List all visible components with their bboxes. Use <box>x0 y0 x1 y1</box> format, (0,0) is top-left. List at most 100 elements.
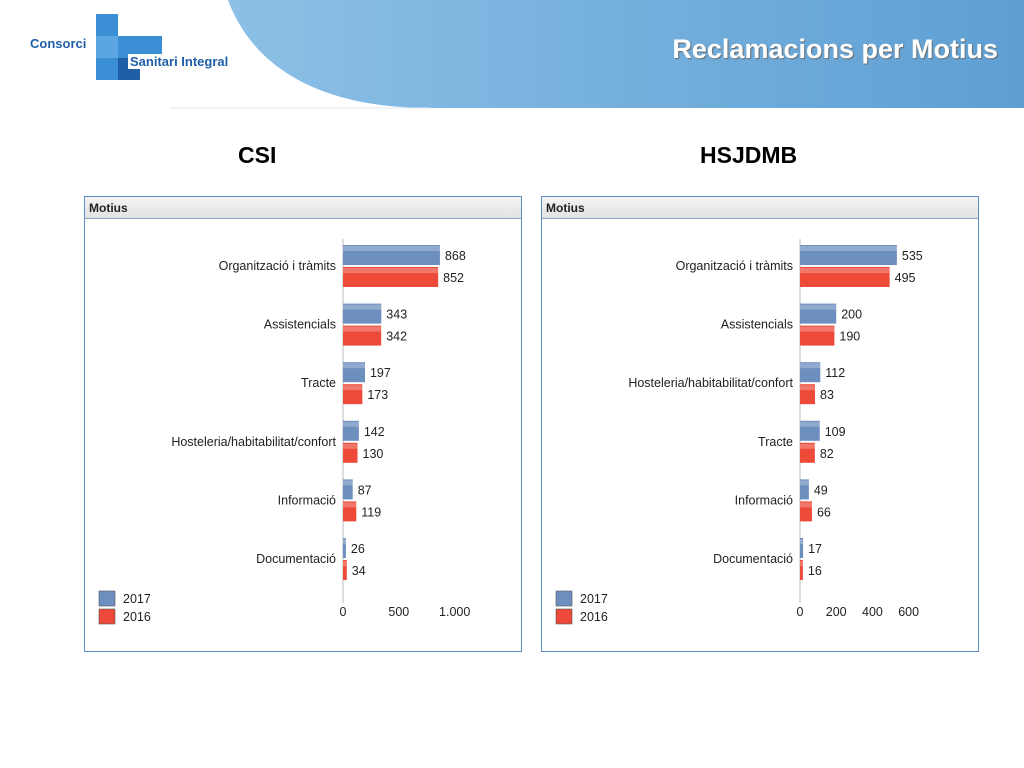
bar-highlight-2016-tracte <box>343 385 363 391</box>
bar-2016-informacio <box>800 501 812 522</box>
bar-2017-documentacio <box>343 538 346 558</box>
bar-highlight-2016-documentacio <box>800 561 803 566</box>
category-label-tracte: Tracte <box>758 435 793 449</box>
bar-highlight-2017-hosteleria-habitabilitat-confort <box>800 363 821 369</box>
value-label-2016-informacio: 119 <box>361 505 381 519</box>
bar-2016-documentacio <box>800 560 803 580</box>
bar-2017-assistencials <box>800 303 837 324</box>
value-label-2016-tracte: 173 <box>367 388 388 402</box>
value-label-2016-hosteleria-habitabilitat-confort: 130 <box>363 447 384 461</box>
value-label-2017-documentacio: 17 <box>808 542 822 556</box>
bar-2016-hosteleria-habitabilitat-confort <box>343 442 358 463</box>
category-label-organitzacio-i-tramits: Organització i tràmits <box>219 259 336 273</box>
value-label-2016-informacio: 66 <box>817 505 831 519</box>
legend-swatch-2016 <box>98 608 116 625</box>
x-tick-label: 200 <box>826 605 847 619</box>
bar-highlight-2016-organitzacio-i-tramits <box>800 268 890 273</box>
panel-heading-csi: CSI <box>238 142 277 168</box>
logo-text-sanitari: Sanitari Integral <box>128 54 231 69</box>
bar-highlight-2016-documentacio <box>343 561 347 566</box>
legend-swatch-2016 <box>555 608 573 625</box>
bar-highlight-2016-hosteleria-habitabilitat-confort <box>800 385 816 391</box>
bar-highlight-2017-assistencials <box>343 304 382 310</box>
bar-2016-assistencials <box>343 325 382 346</box>
bar-highlight-2017-tracte <box>343 363 365 369</box>
x-tick-label: 600 <box>898 605 919 619</box>
value-label-2016-tracte: 82 <box>820 447 834 461</box>
legend-swatch-2017 <box>98 590 116 607</box>
bar-highlight-2017-assistencials <box>800 304 837 310</box>
x-tick-label: 400 <box>862 605 883 619</box>
bar-highlight-2016-organitzacio-i-tramits <box>343 268 439 273</box>
header-band <box>170 0 1024 109</box>
value-label-2016-hosteleria-habitabilitat-confort: 83 <box>820 388 834 402</box>
legend-label-2016: 2016 <box>123 610 151 624</box>
bar-highlight-2016-assistencials <box>343 326 382 332</box>
bar-highlight-2016-assistencials <box>800 326 835 332</box>
category-label-documentacio: Documentació <box>713 552 793 566</box>
bar-highlight-2017-hosteleria-habitabilitat-confort <box>343 421 359 427</box>
value-label-2017-informacio: 87 <box>358 483 372 497</box>
bar-2017-organitzacio-i-tramits <box>800 245 897 265</box>
category-label-documentacio: Documentació <box>256 552 336 566</box>
bar-2017-assistencials <box>343 303 382 324</box>
bar-highlight-2016-informacio <box>800 502 812 508</box>
value-label-2017-informacio: 49 <box>814 483 828 497</box>
consorci-logo: Consorci Sanitari Integral <box>30 14 250 86</box>
category-label-hosteleria-habitabilitat-confort: Hosteleria/habitabilitat/confort <box>628 376 793 390</box>
logo-text-consorci: Consorci <box>30 36 87 51</box>
bar-2017-hosteleria-habitabilitat-confort <box>800 362 821 383</box>
bar-highlight-2016-hosteleria-habitabilitat-confort <box>343 443 358 449</box>
panel-heading-hsjdmb: HSJDMB <box>700 142 798 168</box>
category-label-informacio: Informació <box>735 493 793 507</box>
bar-2017-informacio <box>800 479 809 500</box>
bar-2017-tracte <box>800 420 820 441</box>
bar-highlight-2017-documentacio <box>800 539 804 544</box>
logo-cross-center <box>96 36 118 58</box>
bar-highlight-2017-organitzacio-i-tramits <box>343 246 440 251</box>
value-label-2017-organitzacio-i-tramits: 868 <box>445 249 466 263</box>
bar-highlight-2017-informacio <box>800 480 809 486</box>
bar-highlight-2017-organitzacio-i-tramits <box>800 246 897 251</box>
legend-label-2017: 2017 <box>123 592 151 606</box>
category-label-assistencials: Assistencials <box>721 318 793 332</box>
value-label-2016-assistencials: 342 <box>386 330 407 344</box>
value-label-2017-assistencials: 343 <box>386 308 407 322</box>
bar-2017-hosteleria-habitabilitat-confort <box>343 420 359 441</box>
value-label-2016-documentacio: 16 <box>808 564 822 578</box>
bar-2016-organitzacio-i-tramits <box>343 267 439 287</box>
value-label-2017-tracte: 109 <box>825 425 846 439</box>
value-label-2017-assistencials: 200 <box>841 308 862 322</box>
bar-2017-informacio <box>343 479 353 500</box>
category-label-tracte: Tracte <box>301 376 336 390</box>
bar-highlight-2017-tracte <box>800 421 820 427</box>
category-label-hosteleria-habitabilitat-confort: Hosteleria/habitabilitat/confort <box>171 435 336 449</box>
bar-highlight-2016-informacio <box>343 502 357 508</box>
x-tick-label: 500 <box>388 605 409 619</box>
bar-2016-documentacio <box>343 560 347 580</box>
value-label-2016-organitzacio-i-tramits: 852 <box>443 271 464 285</box>
panel-titlebar: Motius <box>542 197 978 219</box>
bar-highlight-2017-documentacio <box>343 539 346 544</box>
bar-highlight-2016-tracte <box>800 443 815 449</box>
bar-2017-tracte <box>343 362 365 383</box>
value-label-2016-documentacio: 34 <box>352 564 366 578</box>
value-label-2016-assistencials: 190 <box>839 330 860 344</box>
legend-swatch-2017 <box>555 590 573 607</box>
bar-2017-organitzacio-i-tramits <box>343 245 440 265</box>
slide-title: Reclamacions per Motius <box>672 34 998 64</box>
bar-2016-hosteleria-habitabilitat-confort <box>800 384 816 405</box>
value-label-2017-hosteleria-habitabilitat-confort: 142 <box>364 425 385 439</box>
chart-panel-csi: Motius Organització i tràmits 868 852 Assis… <box>84 196 522 652</box>
category-label-assistencials: Assistencials <box>264 318 336 332</box>
legend-label-2016: 2016 <box>580 610 608 624</box>
x-tick-label: 0 <box>340 605 347 619</box>
category-label-informacio: Informació <box>278 493 336 507</box>
value-label-2017-tracte: 197 <box>370 366 391 380</box>
panel-titlebar: Motius <box>85 197 521 219</box>
bar-2016-organitzacio-i-tramits <box>800 267 890 287</box>
bar-chart-csi: Organització i tràmits 868 852 Assistencial… <box>98 239 470 625</box>
legend-label-2017: 2017 <box>580 592 608 606</box>
bar-2016-tracte <box>343 384 363 405</box>
